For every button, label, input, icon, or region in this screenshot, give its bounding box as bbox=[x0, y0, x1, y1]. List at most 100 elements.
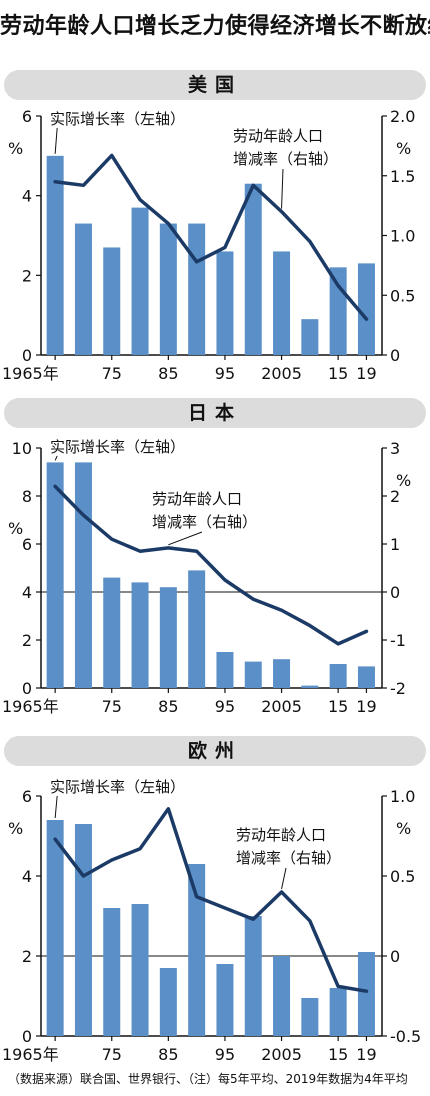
right-tick-label: -1 bbox=[390, 631, 406, 650]
left-tick-label: 4 bbox=[22, 867, 32, 886]
right-tick-label: 0 bbox=[390, 947, 400, 966]
left-tick-label: 8 bbox=[22, 487, 32, 506]
bar-real-growth-1995 bbox=[216, 251, 234, 355]
bar-real-growth-1975 bbox=[103, 577, 121, 688]
x-tick-label: 2005 bbox=[261, 1045, 302, 1064]
bar-real-growth-1980 bbox=[131, 207, 149, 355]
left-tick-label: 6 bbox=[22, 535, 32, 554]
section-header-japan: 日本 bbox=[4, 398, 426, 428]
left-tick-label: 0 bbox=[22, 1027, 32, 1046]
annotation-leader-left bbox=[54, 127, 58, 154]
right-tick-label: 0.5 bbox=[390, 286, 415, 305]
line-working-age-population bbox=[53, 807, 369, 993]
x-tick-label: 19 bbox=[356, 364, 376, 383]
bar-real-growth-1965 bbox=[46, 155, 64, 355]
bar-real-growth-1990 bbox=[188, 223, 206, 355]
x-tick-label: 19 bbox=[356, 697, 376, 716]
bar-real-growth-1995 bbox=[216, 652, 234, 688]
x-tick-label: 1965年 bbox=[2, 1045, 59, 1064]
right-tick-label: 1.0 bbox=[390, 227, 415, 246]
bar-real-growth-1985 bbox=[159, 968, 177, 1036]
line-working-age-population bbox=[53, 153, 369, 321]
right-tick-label: 0 bbox=[390, 583, 400, 602]
x-tick-label: 19 bbox=[356, 1045, 376, 1064]
annotation-leader-left bbox=[54, 795, 58, 819]
bar-real-growth-1970 bbox=[74, 223, 92, 355]
right-tick-label: -0.5 bbox=[390, 1027, 421, 1046]
bar-real-growth-2010 bbox=[301, 319, 319, 355]
right-tick-label: 2.0 bbox=[390, 107, 415, 126]
annotation-leader-left bbox=[54, 455, 58, 461]
right-tick-label: 3 bbox=[390, 439, 400, 458]
annotation-population-line1: 劳动年龄人口 bbox=[152, 490, 242, 508]
x-tick-label: 75 bbox=[102, 364, 122, 383]
right-axis-unit: % bbox=[396, 139, 411, 158]
bar-real-growth-1980 bbox=[131, 582, 149, 688]
bar-real-growth-1985 bbox=[159, 223, 177, 355]
bar-real-growth-1965 bbox=[46, 820, 64, 1036]
x-tick-label: 85 bbox=[158, 1045, 178, 1064]
left-tick-label: 6 bbox=[22, 107, 32, 126]
bar-real-growth-2005 bbox=[273, 251, 291, 355]
left-tick-label: 4 bbox=[22, 583, 32, 602]
bar-real-growth-2019 bbox=[357, 263, 375, 355]
chart-japan: 0 2 4 6 8 10% -2 -1 0 1 2 3% 1965年 75 85 95 2005 15 19 实际增长… bbox=[2, 438, 411, 716]
left-tick-label: 6 bbox=[22, 787, 32, 806]
bar-real-growth-2015 bbox=[329, 988, 347, 1036]
right-axis-unit: % bbox=[396, 819, 411, 838]
left-axis-unit: % bbox=[8, 519, 23, 538]
right-tick-label: 1.0 bbox=[390, 787, 415, 806]
x-tick-label: 75 bbox=[102, 1045, 122, 1064]
annotation-population-line1: 劳动年龄人口 bbox=[233, 127, 323, 145]
bar-real-growth-1995 bbox=[216, 964, 234, 1036]
left-tick-label: 2 bbox=[22, 266, 32, 285]
bar-real-growth-2005 bbox=[273, 956, 291, 1036]
x-tick-label: 95 bbox=[215, 364, 235, 383]
footnote-source: （数据来源）联合国、世界银行、（注）每5年平均、2019年数据为4年平均 bbox=[8, 1072, 408, 1086]
right-axis-unit: % bbox=[396, 471, 411, 490]
annotation-population-line1: 劳动年龄人口 bbox=[236, 826, 326, 844]
bar-real-growth-2005 bbox=[273, 659, 291, 688]
bar-real-growth-1990 bbox=[188, 864, 206, 1036]
x-tick-label: 15 bbox=[328, 697, 348, 716]
annotation-population-line2: 增减率（右轴） bbox=[233, 150, 338, 168]
left-tick-label: 10 bbox=[12, 439, 32, 458]
bar-real-growth-1980 bbox=[131, 904, 149, 1036]
bar-real-growth-2019 bbox=[357, 952, 375, 1036]
left-tick-label: 4 bbox=[22, 187, 32, 206]
right-tick-label: -2 bbox=[390, 679, 406, 698]
line-working-age-population bbox=[53, 484, 369, 646]
bar-real-growth-2015 bbox=[329, 267, 347, 355]
bar-real-growth-2000 bbox=[244, 183, 262, 355]
left-axis-unit: % bbox=[8, 819, 23, 838]
chart-europe: 0 2 4 6% -0.5 0 0.5 1.0% 1965年 75 85 95 2005 15 19 实际增长… bbox=[2, 778, 421, 1064]
x-tick-label: 2005 bbox=[261, 697, 302, 716]
x-tick-label: 95 bbox=[215, 1045, 235, 1064]
left-axis-unit: % bbox=[8, 139, 23, 158]
bar-real-growth-2000 bbox=[244, 916, 262, 1036]
bar-real-growth-2010 bbox=[301, 998, 319, 1036]
left-tick-label: 0 bbox=[22, 346, 32, 365]
x-tick-label: 15 bbox=[328, 364, 348, 383]
section-header-europe: 欧州 bbox=[4, 736, 426, 766]
right-tick-label: 1 bbox=[390, 535, 400, 554]
bar-real-growth-2019 bbox=[357, 666, 375, 688]
annotation-leader-right bbox=[281, 867, 287, 890]
annotation-real-growth: 实际增长率（左轴） bbox=[50, 438, 185, 456]
bar-real-growth-1990 bbox=[188, 570, 206, 688]
x-tick-label: 85 bbox=[158, 364, 178, 383]
annotation-population-line2: 增减率（右轴） bbox=[152, 513, 257, 531]
annotation-leader-right bbox=[168, 531, 203, 546]
bar-real-growth-1970 bbox=[74, 462, 92, 688]
x-tick-label: 95 bbox=[215, 697, 235, 716]
bar-real-growth-2000 bbox=[244, 661, 262, 688]
x-tick-label: 75 bbox=[102, 697, 122, 716]
left-tick-label: 0 bbox=[22, 679, 32, 698]
chart-usa: 0 2 4 6% 0 0.5 1.0 1.5 2.0% 1965年 75 85 95 2005 15 19 实际… bbox=[2, 107, 415, 383]
bar-real-growth-1965 bbox=[46, 462, 64, 688]
bar-real-growth-1975 bbox=[103, 247, 121, 355]
chart-main-title: 劳动年龄人口增长乏力使得经济增长不断放缓 bbox=[0, 14, 430, 39]
x-tick-label: 1965年 bbox=[2, 697, 59, 716]
right-tick-label: 2 bbox=[390, 487, 400, 506]
bar-real-growth-1970 bbox=[74, 824, 92, 1036]
